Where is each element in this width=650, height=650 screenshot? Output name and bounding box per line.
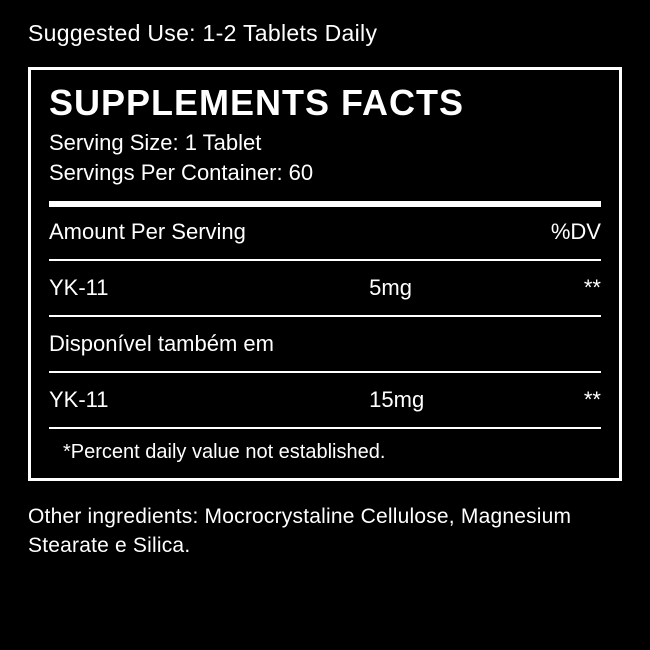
- ingredient-name: YK-11: [49, 275, 369, 301]
- other-ingredients: Other ingredients: Mocrocrystaline Cellu…: [28, 503, 622, 560]
- table-row: YK-11 15mg **: [49, 385, 601, 415]
- divider-thin: [49, 315, 601, 317]
- divider-thin: [49, 371, 601, 373]
- ingredient-dv: **: [502, 275, 601, 301]
- footnote: *Percent daily value not established.: [49, 441, 601, 464]
- divider-thin: [49, 427, 601, 429]
- ingredient-dv: **: [502, 387, 601, 413]
- servings-per-container: Servings Per Container: 60: [49, 158, 601, 188]
- ingredient-amount: 5mg: [369, 275, 501, 301]
- table-row: YK-11 5mg **: [49, 273, 601, 303]
- divider-thin: [49, 259, 601, 261]
- suggested-use: Suggested Use: 1-2 Tablets Daily: [28, 20, 622, 47]
- header-row: Amount Per Serving %DV: [49, 217, 601, 247]
- divider-thick: [49, 201, 601, 207]
- panel-title: SUPPLEMENTS FACTS: [49, 82, 601, 124]
- also-available: Disponível também em: [49, 329, 601, 359]
- serving-size: Serving Size: 1 Tablet: [49, 128, 601, 158]
- ingredient-amount: 15mg: [369, 387, 501, 413]
- header-spacer: [369, 219, 501, 245]
- supplement-facts-panel: SUPPLEMENTS FACTS Serving Size: 1 Tablet…: [28, 67, 622, 481]
- ingredient-name: YK-11: [49, 387, 369, 413]
- header-amount-per-serving: Amount Per Serving: [49, 219, 369, 245]
- header-dv: %DV: [502, 219, 601, 245]
